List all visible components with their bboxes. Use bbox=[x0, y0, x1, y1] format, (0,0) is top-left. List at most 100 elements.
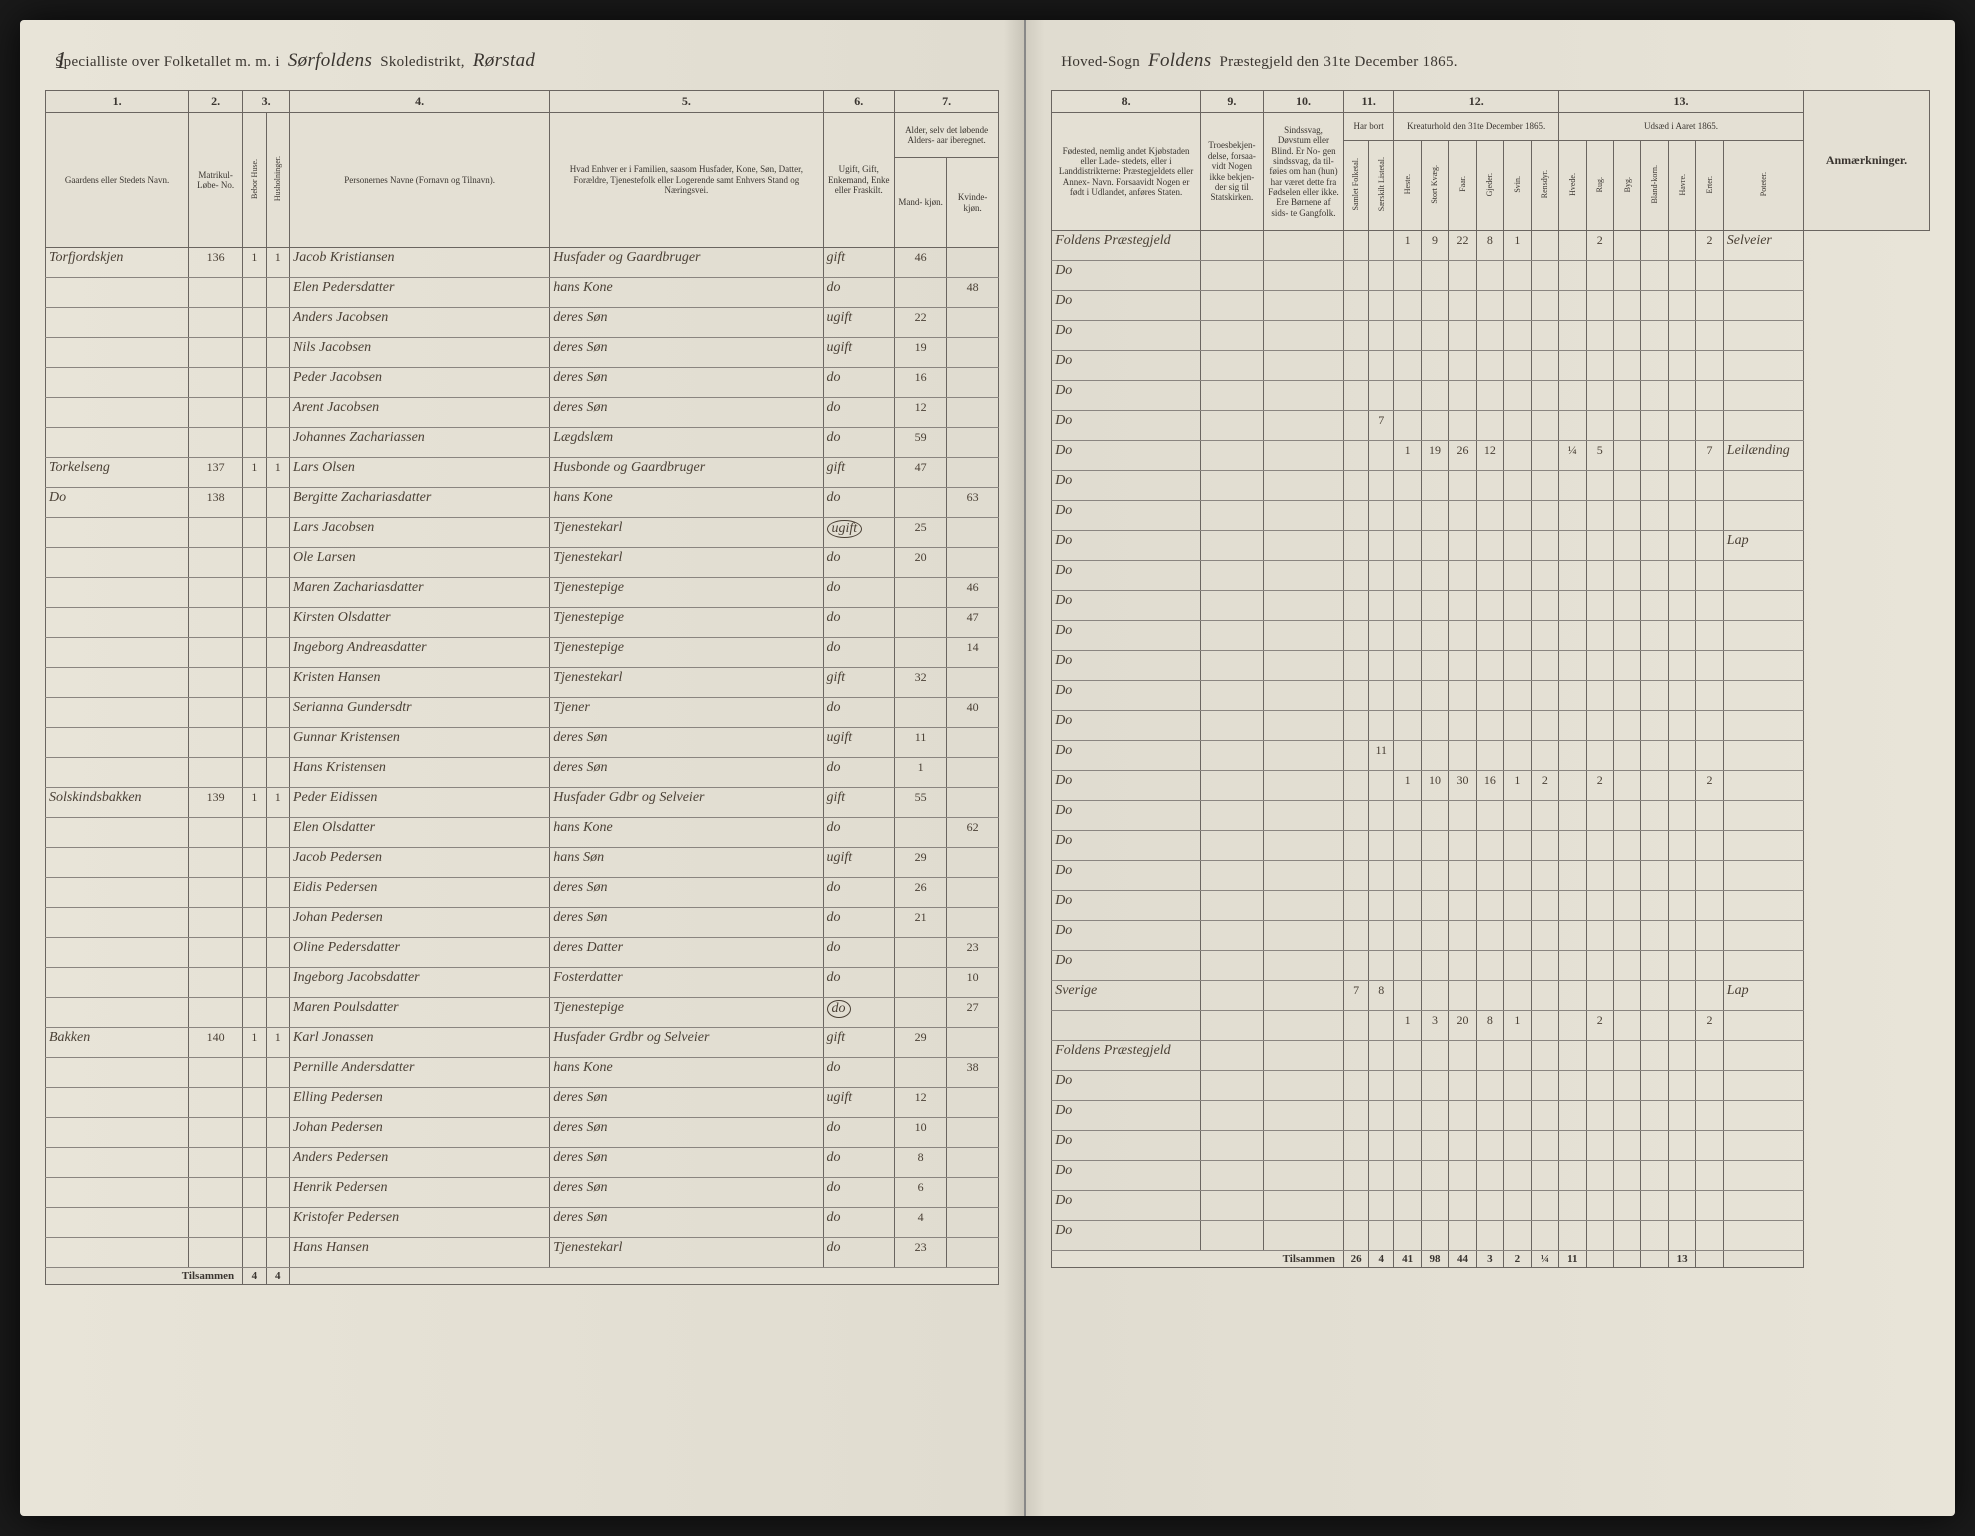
cell-k0 bbox=[1394, 471, 1421, 501]
table-row: Foldens Præstegjeld19228122Selveier bbox=[1052, 231, 1930, 261]
cell-c11b bbox=[1369, 561, 1394, 591]
cell-k3: 16 bbox=[1476, 771, 1503, 801]
col-position-label: Hvad Enhver er i Familien, saasom Husfad… bbox=[550, 113, 823, 248]
cell-matrikul bbox=[189, 368, 243, 398]
cell-matrikul bbox=[189, 818, 243, 848]
cell-k2 bbox=[1449, 1161, 1476, 1191]
col-7-num: 7. bbox=[895, 91, 999, 113]
table-row: Jacob Pedersenhans Sønugift29 bbox=[46, 848, 999, 878]
cell-houses bbox=[243, 278, 266, 308]
cell-name: Hans Kristensen bbox=[289, 758, 549, 788]
cell-age-m: 26 bbox=[895, 878, 947, 908]
cell-households bbox=[266, 1058, 289, 1088]
cell-disability bbox=[1263, 381, 1343, 411]
cell-disability bbox=[1263, 621, 1343, 651]
cell-k2 bbox=[1449, 741, 1476, 771]
cell-k10 bbox=[1668, 831, 1695, 861]
cell-position: deres Søn bbox=[550, 308, 823, 338]
cell-age-m bbox=[895, 578, 947, 608]
cell-age-m: 6 bbox=[895, 1178, 947, 1208]
cell-religion bbox=[1200, 351, 1263, 381]
table-row: Do11030161222 bbox=[1052, 771, 1930, 801]
col-name-label: Personernes Navne (Fornavn og Tilnavn). bbox=[289, 113, 549, 248]
cell-k5 bbox=[1531, 711, 1558, 741]
footer-c11b: 4 bbox=[1369, 1251, 1394, 1268]
cell-position: Fosterdatter bbox=[550, 968, 823, 998]
cell-c11a bbox=[1344, 1221, 1369, 1251]
cell-k8 bbox=[1613, 1071, 1640, 1101]
cell-k7 bbox=[1586, 591, 1613, 621]
cell-religion bbox=[1200, 831, 1263, 861]
cell-age-f bbox=[947, 758, 999, 788]
cell-birthplace: Do bbox=[1052, 1191, 1201, 1221]
col-11b: Særskilt Listetal. bbox=[1369, 141, 1394, 231]
cell-matrikul: 138 bbox=[189, 488, 243, 518]
cell-k9 bbox=[1641, 1071, 1668, 1101]
cell-position: Tjenestepige bbox=[550, 998, 823, 1028]
cell-remarks bbox=[1723, 951, 1803, 981]
cell-k2 bbox=[1449, 591, 1476, 621]
col-marital-label: Ugift, Gift, Enkemand, Enke eller Fraski… bbox=[823, 113, 895, 248]
cell-disability bbox=[1263, 411, 1343, 441]
cell-k9 bbox=[1641, 351, 1668, 381]
cell-birthplace: Do bbox=[1052, 1101, 1201, 1131]
cell-k8 bbox=[1613, 621, 1640, 651]
cell-households bbox=[266, 308, 289, 338]
cell-k1 bbox=[1421, 291, 1448, 321]
header-script-district: Sørfoldens bbox=[284, 50, 376, 71]
cell-households bbox=[266, 398, 289, 428]
cell-k9 bbox=[1641, 321, 1668, 351]
cell-houses: 1 bbox=[243, 1028, 266, 1058]
table-row: Anders Pedersenderes Søndo8 bbox=[46, 1148, 999, 1178]
footer-k2: 44 bbox=[1449, 1251, 1476, 1268]
cell-disability bbox=[1263, 1161, 1343, 1191]
cell-k1 bbox=[1421, 921, 1448, 951]
cell-age-m: 8 bbox=[895, 1148, 947, 1178]
cell-k8 bbox=[1613, 681, 1640, 711]
cell-c11b bbox=[1369, 771, 1394, 801]
cell-k11: 2 bbox=[1696, 771, 1723, 801]
cell-k9 bbox=[1641, 681, 1668, 711]
table-row: Do bbox=[1052, 651, 1930, 681]
cell-age-m: 11 bbox=[895, 728, 947, 758]
cell-disability bbox=[1263, 291, 1343, 321]
col-8-num: 8. bbox=[1052, 91, 1201, 113]
table-row: Oline Pedersdatterderes Datterdo23 bbox=[46, 938, 999, 968]
cell-age-f bbox=[947, 398, 999, 428]
cell-remarks bbox=[1723, 381, 1803, 411]
cell-position: hans Kone bbox=[550, 278, 823, 308]
cell-k0: 1 bbox=[1394, 231, 1421, 261]
table-row: Hans HansenTjenestekarldo23 bbox=[46, 1238, 999, 1268]
cell-k3 bbox=[1476, 861, 1503, 891]
cell-birthplace: Do bbox=[1052, 381, 1201, 411]
cell-position: Husfader Grdbr og Selveier bbox=[550, 1028, 823, 1058]
header-printed-4: Præstegjeld den 31te December 1865. bbox=[1219, 54, 1457, 70]
table-row: Johan Pedersenderes Søndo21 bbox=[46, 908, 999, 938]
cell-marital: do bbox=[823, 278, 895, 308]
cell-name: Ole Larsen bbox=[289, 548, 549, 578]
cell-disability bbox=[1263, 801, 1343, 831]
cell-k4 bbox=[1504, 471, 1531, 501]
cell-religion bbox=[1200, 291, 1263, 321]
cell-matrikul bbox=[189, 398, 243, 428]
cell-k10 bbox=[1668, 351, 1695, 381]
cell-k0 bbox=[1394, 591, 1421, 621]
cell-name: Johannes Zachariassen bbox=[289, 428, 549, 458]
cell-k2 bbox=[1449, 891, 1476, 921]
cell-c11b bbox=[1369, 381, 1394, 411]
cell-name: Elen Pedersdatter bbox=[289, 278, 549, 308]
cell-k10 bbox=[1668, 411, 1695, 441]
cell-age-f bbox=[947, 1028, 999, 1058]
cell-k6 bbox=[1559, 771, 1586, 801]
col-9-num: 9. bbox=[1200, 91, 1263, 113]
cell-name: Ingeborg Jacobsdatter bbox=[289, 968, 549, 998]
cell-name: Hans Hansen bbox=[289, 1238, 549, 1268]
cell-birthplace: Do bbox=[1052, 771, 1201, 801]
cell-name: Serianna Gundersdtr bbox=[289, 698, 549, 728]
cell-c11b bbox=[1369, 1041, 1394, 1071]
cell-place bbox=[46, 848, 189, 878]
cell-k11 bbox=[1696, 1191, 1723, 1221]
cell-k11 bbox=[1696, 381, 1723, 411]
cell-matrikul bbox=[189, 878, 243, 908]
cell-marital: gift bbox=[823, 668, 895, 698]
